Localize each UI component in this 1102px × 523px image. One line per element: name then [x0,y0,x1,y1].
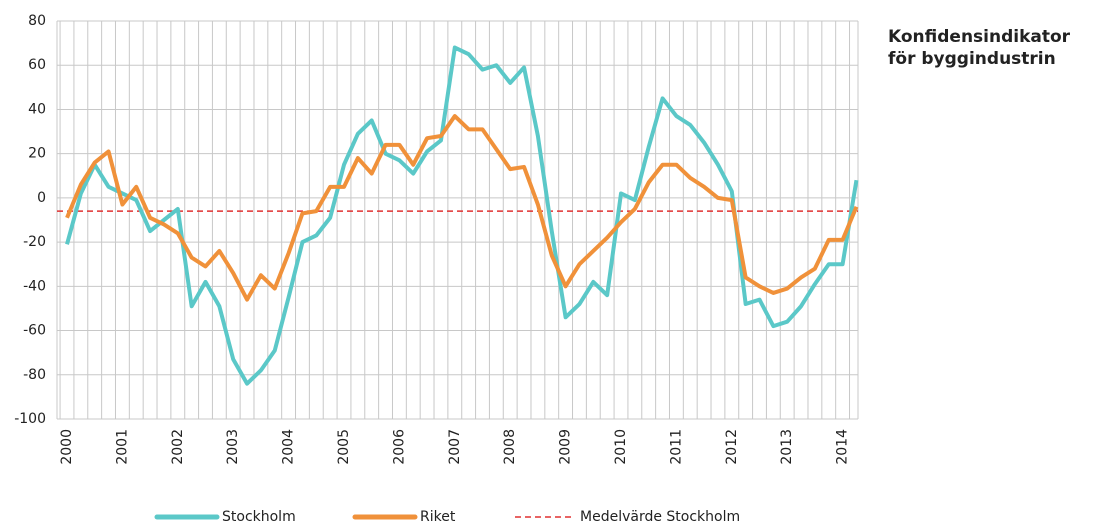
chart-title: för byggindustrin [888,49,1056,69]
x-tick-label: 2005 [336,429,352,465]
x-tick-label: 2013 [779,429,795,465]
y-tick-label: 20 [28,146,46,162]
x-tick-label: 2002 [170,429,186,465]
y-tick-label: 40 [28,101,46,117]
x-tick-label: 2000 [59,429,75,465]
series-line [65,45,859,386]
y-tick-label: 0 [37,190,46,206]
y-tick-label: 60 [28,57,46,73]
x-tick-label: 2012 [724,429,740,465]
y-tick-label: -80 [23,367,46,383]
y-tick-label: -40 [23,278,46,294]
series-line [65,114,859,302]
x-tick-label: 2004 [281,429,297,465]
y-tick-label: 80 [28,13,46,29]
x-tick-label: 2014 [835,429,851,465]
x-tick-label: 2003 [225,429,241,465]
x-tick-label: 2009 [558,429,574,465]
x-tick-label: 2011 [668,429,684,465]
y-tick-label: -100 [14,411,46,427]
x-tick-label: 2007 [447,429,463,465]
x-tick-label: 2006 [391,429,407,465]
chart-title: Konfidensindikator [888,27,1071,47]
x-tick-label: 2008 [502,429,518,465]
x-tick-label: 2001 [114,429,130,465]
legend-label: Stockholm [222,509,296,523]
legend-label: Riket [420,509,456,523]
y-tick-label: -60 [23,323,46,339]
x-tick-label: 2010 [613,429,629,465]
y-tick-label: -20 [23,234,46,250]
legend-label: Medelvärde Stockholm [580,509,740,523]
